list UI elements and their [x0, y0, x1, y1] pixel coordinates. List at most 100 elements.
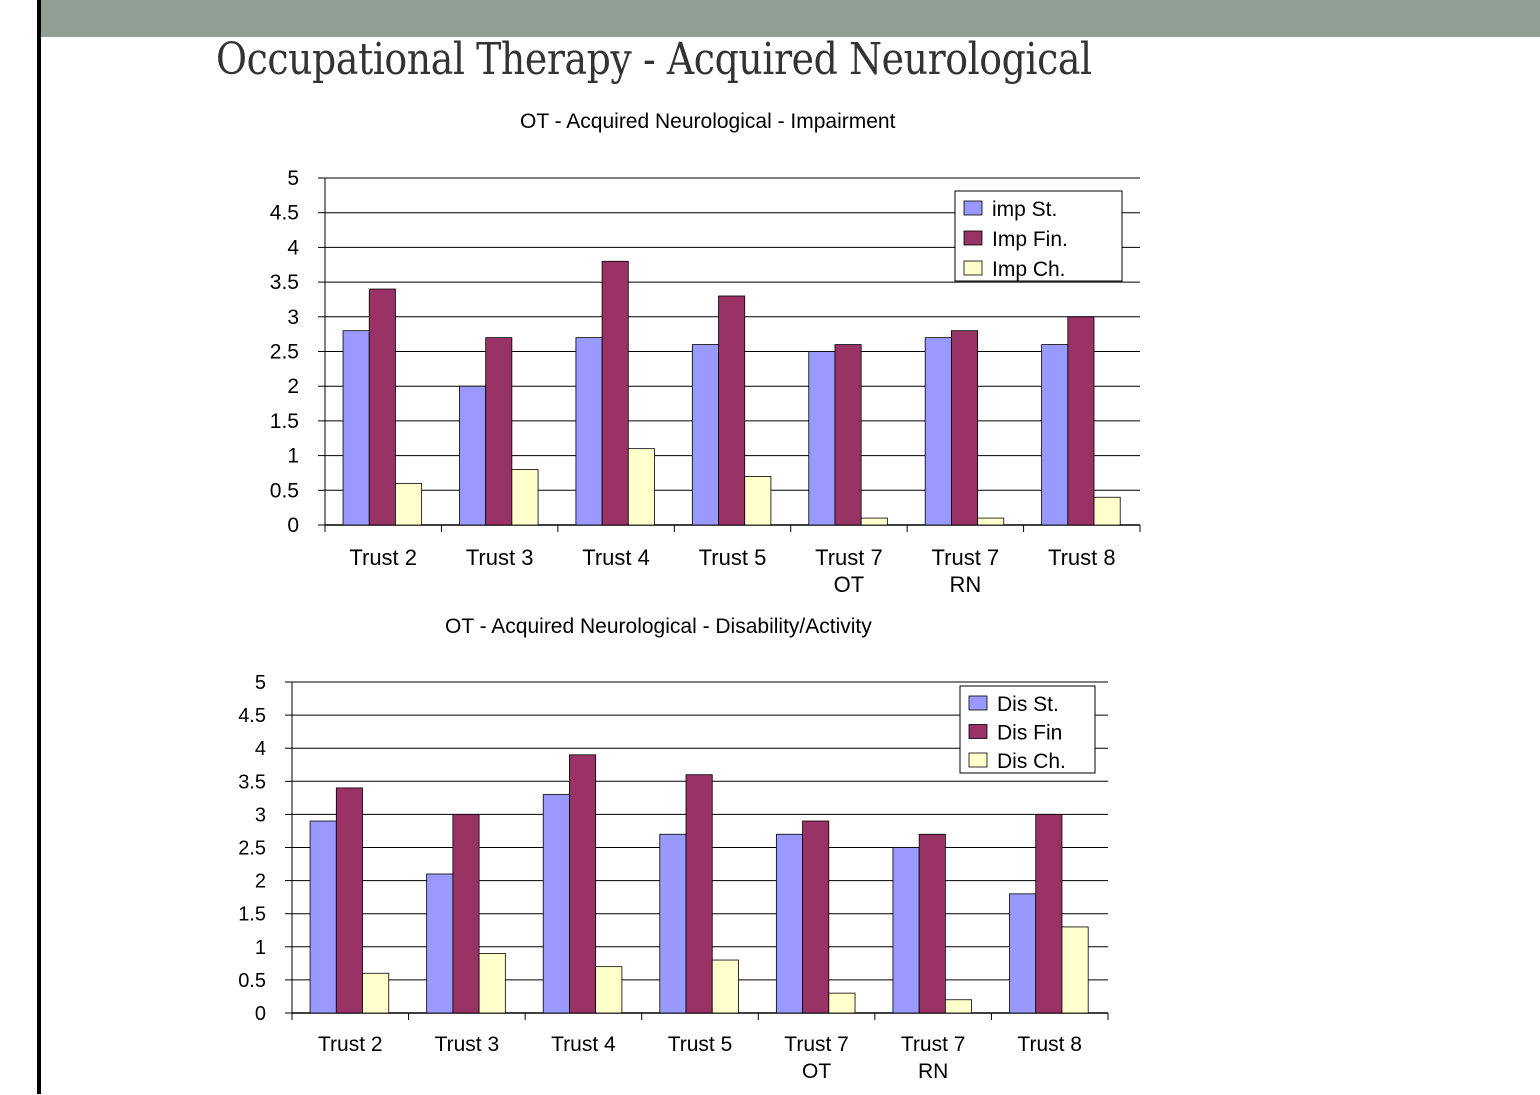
x-category-label: RN: [918, 1060, 948, 1083]
bar: [828, 992, 856, 1014]
y-tick-label: 4: [287, 236, 299, 259]
slide-title: Occupational Therapy - Acquired Neurolog…: [216, 34, 1092, 85]
bar: [542, 794, 570, 1014]
bar: [478, 953, 506, 1014]
bar: [944, 999, 973, 1014]
bar: [802, 820, 830, 1014]
left-border: [37, 0, 41, 1094]
bar: [575, 337, 603, 526]
bar: [892, 847, 920, 1014]
y-tick-label: 0: [255, 1003, 266, 1025]
bar: [1041, 344, 1069, 526]
bar: [860, 517, 888, 526]
x-category-label: Trust 8: [1017, 1033, 1082, 1056]
x-category-label: Trust 3: [435, 1033, 500, 1056]
x-category-label: Trust 5: [668, 1033, 733, 1056]
bar: [569, 754, 597, 1014]
bar: [950, 330, 978, 526]
x-category-label: Trust 7: [932, 545, 1000, 570]
y-tick-label: 2: [255, 871, 266, 893]
bar: [977, 517, 1005, 526]
disability-chart-title: OT - Acquired Neurological - Disability/…: [445, 615, 872, 638]
x-category-label: Trust 5: [699, 545, 767, 570]
bar: [834, 344, 862, 526]
bar: [627, 448, 655, 526]
bar: [485, 337, 513, 526]
bar: [335, 787, 363, 1014]
y-tick-label: 2.5: [270, 341, 299, 364]
x-category-label: Trust 4: [551, 1033, 616, 1056]
legend-label: Imp Ch.: [992, 258, 1066, 281]
x-category-label: Trust 2: [318, 1033, 383, 1056]
y-tick-label: 2.5: [238, 838, 266, 860]
legend-swatch: [963, 200, 983, 216]
y-tick-label: 1: [255, 937, 266, 959]
bar: [309, 820, 337, 1014]
legend: imp St. Imp Fin. Imp Ch.: [954, 190, 1123, 282]
y-tick-label: 0: [287, 514, 299, 537]
y-tick-label: 2: [287, 375, 299, 398]
bar: [685, 774, 713, 1014]
legend-swatch: [963, 230, 983, 246]
bar: [691, 344, 719, 526]
y-tick-label: 3.5: [270, 271, 299, 294]
y-tick-label: 4.5: [270, 202, 299, 225]
y-tick-label: 4: [255, 738, 266, 760]
y-tick-label: 1: [287, 445, 299, 468]
bar: [1093, 496, 1121, 526]
x-category-label: Trust 7: [901, 1033, 966, 1056]
x-category-label: OT: [834, 572, 865, 597]
bar: [601, 260, 629, 526]
bar: [718, 295, 746, 526]
bar: [395, 482, 423, 526]
bar: [659, 833, 687, 1014]
legend-box: [954, 190, 1123, 282]
x-category-label: Trust 2: [349, 545, 417, 570]
bar: [452, 813, 480, 1014]
legend-label: imp St.: [992, 198, 1057, 221]
bar: [1061, 926, 1089, 1014]
bar: [924, 337, 952, 526]
y-tick-label: 3.5: [238, 771, 266, 793]
y-tick-label: 0.5: [270, 479, 299, 502]
bar: [511, 469, 539, 526]
y-tick-label: 1.5: [238, 904, 266, 926]
legend-swatch: [968, 724, 988, 739]
y-tick-label: 0.5: [238, 970, 266, 992]
y-tick-label: 5: [255, 672, 266, 694]
legend-label: Dis Ch.: [997, 750, 1066, 773]
y-tick-label: 3: [255, 804, 266, 826]
bar: [711, 959, 739, 1014]
legend: Dis St. Dis Fin Dis Ch.: [959, 685, 1096, 774]
y-tick-label: 1.5: [270, 410, 299, 433]
legend-label: Dis Fin: [997, 722, 1062, 745]
impairment-chart-title: OT - Acquired Neurological - Impairment: [520, 110, 896, 133]
bar: [342, 330, 370, 526]
disability-chart: 0 0.5 1 1.5 2 2.5 3 3.5 4 4.5 5 Trust 2 Trust 3 Trust…: [238, 672, 1109, 1083]
bar: [459, 385, 487, 526]
header-band: [41, 0, 1540, 37]
legend-label: Dis St.: [997, 693, 1059, 716]
bar: [775, 833, 803, 1014]
x-category-label: RN: [949, 572, 981, 597]
bar: [368, 288, 396, 526]
bar: [808, 351, 836, 526]
legend-swatch: [968, 695, 988, 711]
x-category-label: Trust 7: [784, 1033, 849, 1056]
y-tick-label: 3: [287, 306, 299, 329]
legend-swatch: [963, 260, 983, 276]
bar: [595, 966, 623, 1014]
bar: [744, 476, 772, 526]
impairment-chart: 0 0.5 1 1.5 2 2.5 3 3.5 4 4.5 5 Trust 2 Trust 3 Trust…: [270, 167, 1141, 597]
x-category-label: Trust 3: [466, 545, 534, 570]
bar: [1035, 813, 1063, 1014]
bar: [1067, 316, 1095, 526]
x-category-label: Trust 7: [815, 545, 883, 570]
y-tick-label: 4.5: [238, 705, 266, 727]
legend-label: Imp Fin.: [992, 228, 1068, 251]
legend-swatch: [968, 752, 988, 768]
bar: [362, 972, 390, 1014]
x-category-label: Trust 4: [582, 545, 650, 570]
y-tick-label: 5: [287, 167, 299, 190]
x-category-label: OT: [802, 1060, 831, 1083]
